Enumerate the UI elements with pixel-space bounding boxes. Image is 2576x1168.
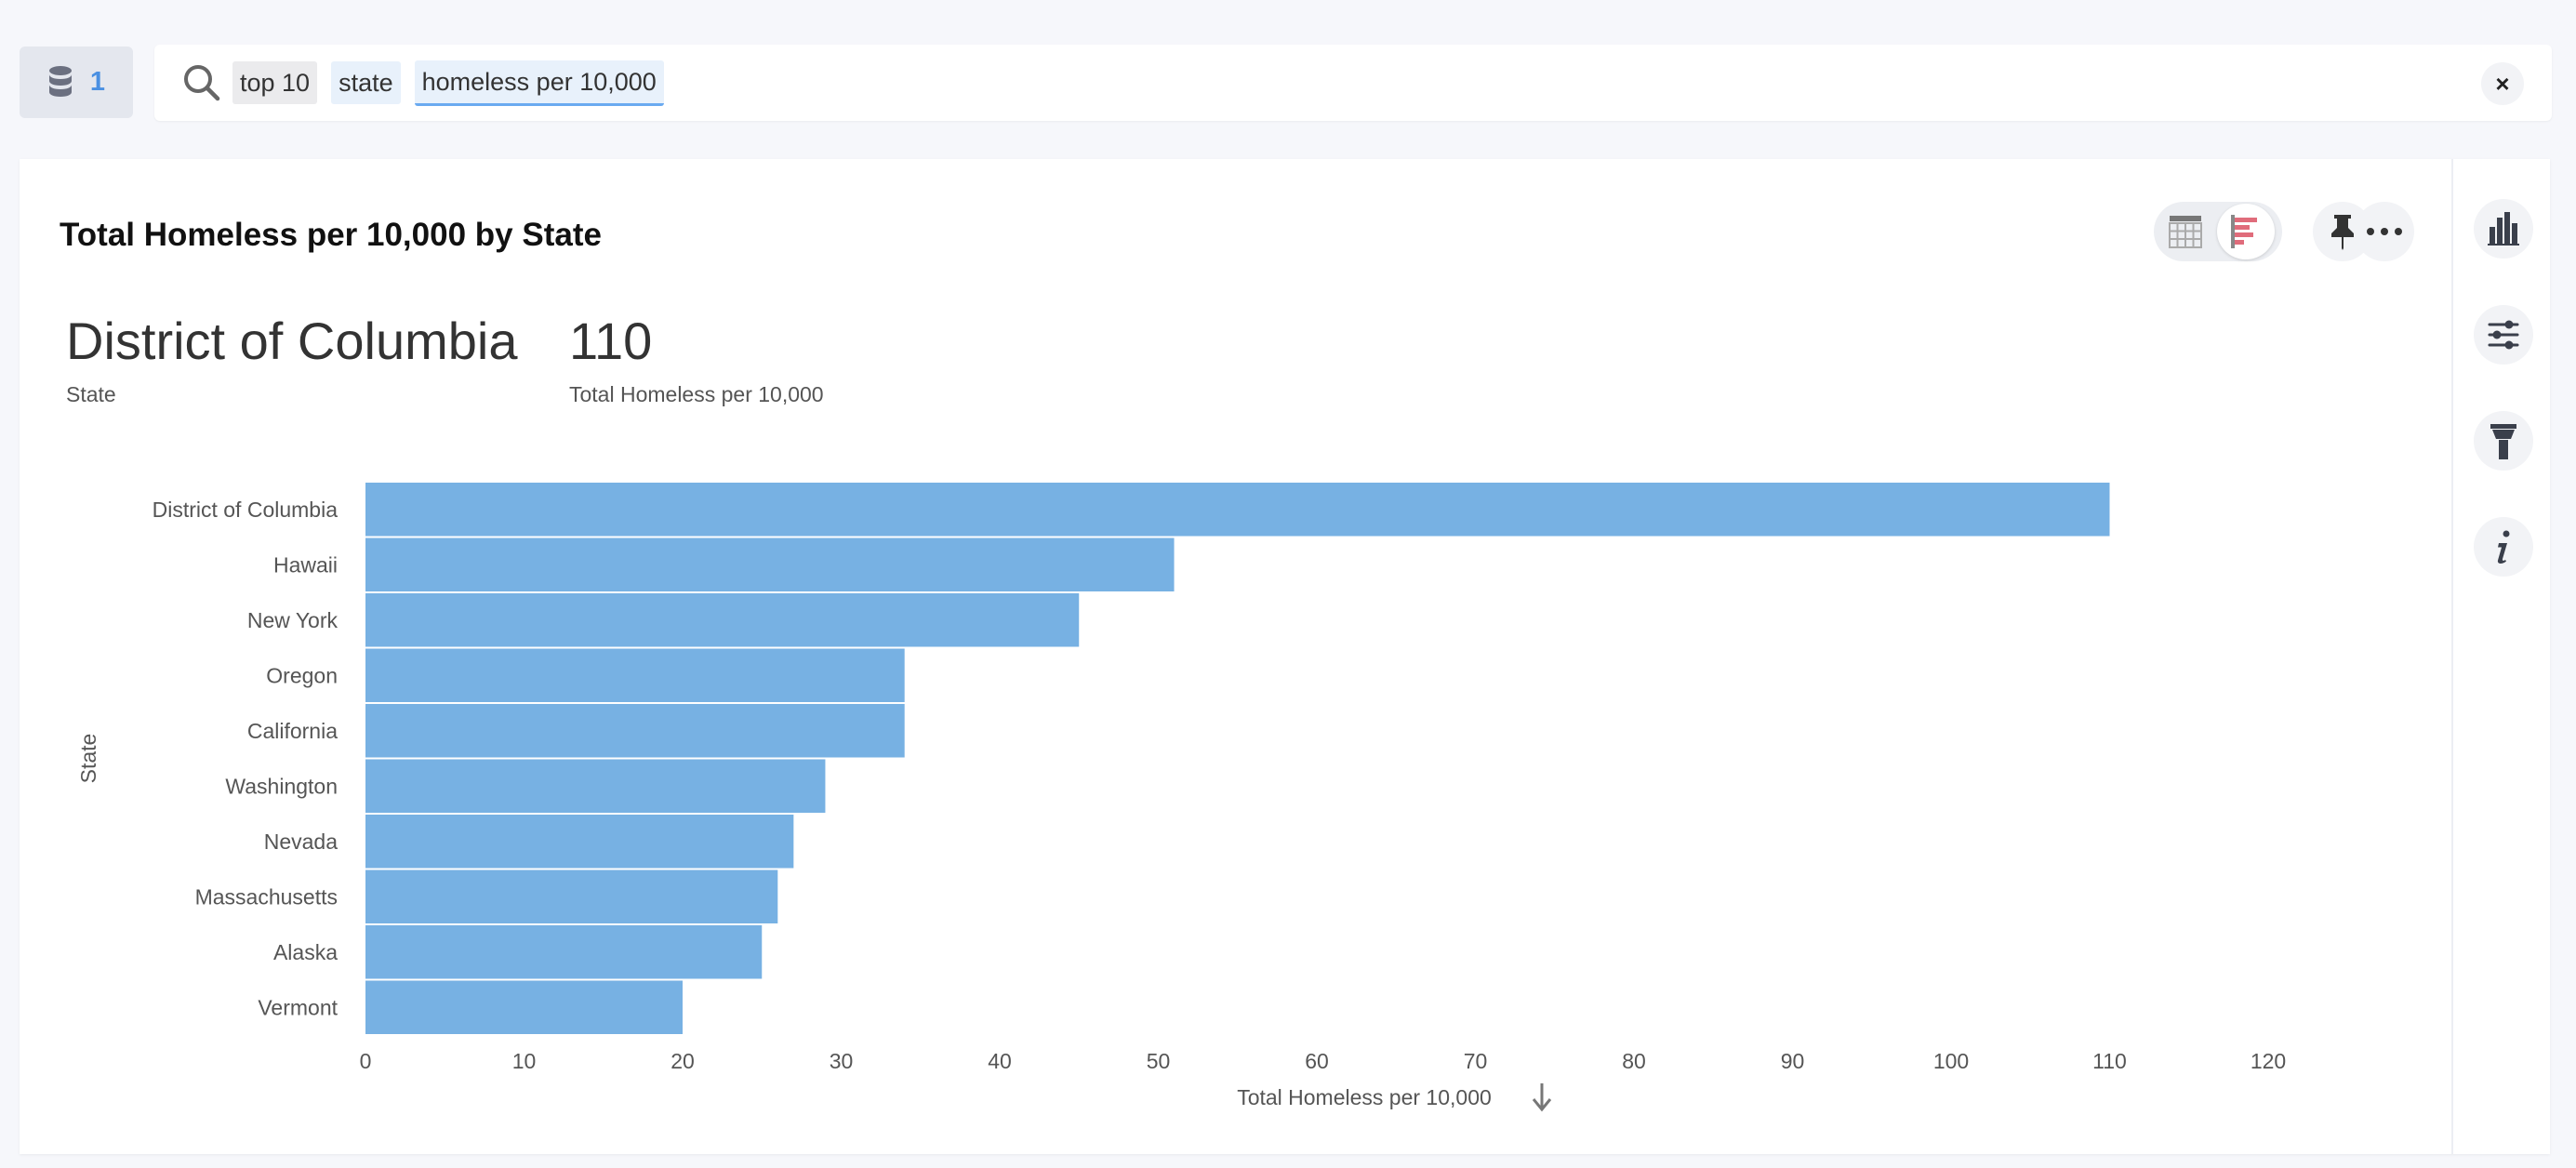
chart-bar[interactable] [365, 593, 1080, 647]
answer-panel: Total Homeless per 10,000 by State [20, 159, 2550, 1154]
y-tick-label: California [247, 719, 338, 743]
bar-chart: District of Columbia Hawaii New York Oregon… [76, 483, 2286, 1112]
chart-bar[interactable] [365, 869, 778, 924]
headline-metric: 110 Total Homeless per 10,000 [569, 315, 824, 407]
chart-bar[interactable] [365, 538, 1175, 592]
y-tick-label: Nevada [264, 830, 338, 854]
headline-state: District of Columbia State [66, 315, 517, 407]
chart-view-button[interactable] [2217, 204, 2275, 259]
chart-bar[interactable] [365, 648, 905, 703]
datasource-button[interactable]: 1 [20, 46, 133, 118]
y-tick-label: District of Columbia [153, 498, 339, 522]
search-token[interactable]: top 10 [232, 61, 318, 104]
search-token[interactable]: homeless per 10,000 [414, 60, 664, 106]
headline-label: State [66, 382, 116, 406]
database-icon [48, 65, 72, 97]
x-tick-label: 0 [360, 1049, 372, 1073]
headline-value: 110 [569, 312, 653, 370]
y-tick-label: Alaska [273, 940, 338, 964]
configure-button[interactable] [2474, 305, 2533, 365]
headline-value: District of Columbia [66, 312, 518, 370]
info-icon [2497, 530, 2510, 564]
x-tick-label: 60 [1305, 1049, 1329, 1073]
sort-arrow-icon[interactable] [1532, 1083, 1552, 1112]
x-tick-label: 70 [1464, 1049, 1488, 1073]
settings-icon [2488, 320, 2519, 350]
more-icon [2367, 228, 2402, 235]
chart-bar[interactable] [365, 759, 826, 814]
chart-bar[interactable] [365, 925, 763, 979]
x-tick-label: 90 [1781, 1049, 1805, 1073]
format-button[interactable] [2474, 411, 2533, 471]
search-bar[interactable]: top 10 state homeless per 10,000 × [154, 45, 2552, 121]
x-tick-label: 20 [671, 1049, 695, 1073]
more-options-button[interactable] [2355, 202, 2414, 261]
right-rail [2451, 159, 2550, 1154]
search-icon [184, 65, 220, 101]
chart-bar[interactable] [365, 980, 683, 1035]
info-button[interactable] [2474, 517, 2533, 577]
x-tick-label: 10 [512, 1049, 537, 1073]
view-toggle[interactable] [2154, 202, 2282, 261]
y-axis-title: State [76, 734, 100, 784]
x-tick-label: 110 [2092, 1049, 2127, 1073]
chart-bar[interactable] [365, 815, 794, 869]
x-tick-label: 50 [1147, 1049, 1171, 1073]
y-tick-label: Massachusetts [195, 884, 338, 909]
y-tick-label: Washington [225, 774, 338, 798]
x-tick-label: 120 [2251, 1049, 2286, 1073]
pin-icon [2331, 215, 2354, 250]
datasource-count: 1 [89, 67, 106, 97]
table-view-button[interactable] [2159, 206, 2211, 258]
table-view-icon [2169, 216, 2202, 248]
chart-type-button[interactable] [2474, 199, 2533, 259]
bar-chart-view-icon [2231, 215, 2257, 248]
y-tick-label: Vermont [258, 995, 338, 1019]
chart-type-icon [2488, 212, 2519, 246]
y-tick-label: Oregon [266, 663, 338, 687]
chart-bar[interactable] [365, 483, 2110, 537]
clear-search-button[interactable]: × [2481, 62, 2524, 105]
y-tick-label: Hawaii [273, 552, 338, 577]
chart-title: Total Homeless per 10,000 by State [60, 217, 602, 253]
search-token[interactable]: state [331, 61, 401, 104]
close-icon: × [2495, 69, 2510, 98]
headline-label: Total Homeless per 10,000 [569, 382, 824, 406]
x-tick-label: 100 [1933, 1049, 1969, 1073]
x-tick-label: 80 [1622, 1049, 1646, 1073]
x-tick-label: 40 [988, 1049, 1012, 1073]
x-axis-title: Total Homeless per 10,000 [1237, 1085, 1492, 1109]
chart-bar[interactable] [365, 704, 905, 758]
y-tick-label: New York [247, 608, 339, 632]
x-tick-label: 30 [830, 1049, 854, 1073]
format-brush-icon [2490, 424, 2516, 459]
